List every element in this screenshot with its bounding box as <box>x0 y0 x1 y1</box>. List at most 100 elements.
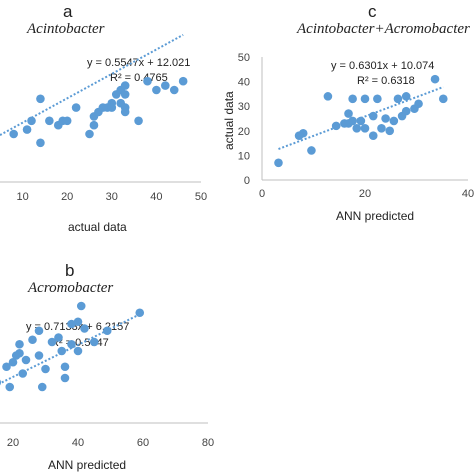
panel-c-point <box>331 121 341 131</box>
panel-b-point <box>73 346 83 356</box>
panel-c-x-tick-label: 0 <box>259 188 265 200</box>
panel-a-point <box>22 125 32 134</box>
panel-b-point <box>60 373 70 383</box>
panel-c-point <box>307 146 316 155</box>
panel-b-point <box>15 339 24 349</box>
panel-c-plot <box>261 57 468 181</box>
panel-a-point <box>161 81 170 90</box>
panel-a-point <box>45 116 54 126</box>
panel-c-title: Acintobacter+Acromobacter <box>297 21 470 37</box>
panel-b-point <box>67 319 76 329</box>
panel-c-y-tick-label: 50 <box>238 52 250 64</box>
panel-a-point <box>36 94 45 104</box>
panel-c-point <box>323 92 333 101</box>
panel-a-point <box>89 120 99 130</box>
panel-c-point <box>368 131 378 141</box>
panel-a-point <box>62 116 72 126</box>
panel-a-point <box>120 90 130 99</box>
panel-b-point <box>34 351 44 360</box>
panel-b-x-tick-label: 20 <box>7 437 19 449</box>
panel-a-x-tick-label: 50 <box>195 191 207 203</box>
panel-c-r2: R² = 0.6318 <box>357 75 415 87</box>
panel-c-point <box>356 116 366 126</box>
panel-b-point <box>57 346 67 356</box>
panel-a-point <box>120 107 130 117</box>
panel-c-y-tick-label: 40 <box>238 77 250 89</box>
panel-a-point <box>27 116 36 126</box>
panel-c-point <box>360 94 370 104</box>
panel-c-point <box>430 74 440 84</box>
panel-c-y-tick-label: 30 <box>238 101 250 113</box>
panel-c-point <box>385 126 395 136</box>
panel-b-point <box>47 337 57 347</box>
panel-a-point <box>71 103 81 112</box>
panel-c-point <box>274 158 283 168</box>
panel-c-y-tick-label: 0 <box>244 175 250 187</box>
panel-c-point <box>438 94 448 104</box>
panel-c-point <box>373 94 382 104</box>
panel-a-letter: a <box>63 2 73 21</box>
panel-c-point <box>298 128 308 138</box>
panel-b-point <box>18 369 28 378</box>
panel-b-point <box>15 348 24 358</box>
panel-c-x-tick-label: 20 <box>359 188 371 200</box>
panel-b-point <box>2 362 11 372</box>
panel-a-xlabel: actual data <box>68 220 127 234</box>
panel-b-x-tick-label: 60 <box>137 437 149 449</box>
panel-c-point <box>348 116 357 126</box>
panel-b-point <box>41 364 50 374</box>
panel-b-point <box>54 333 63 342</box>
panel-a-r2: R² = 0.4765 <box>110 72 168 84</box>
panel-b-point <box>8 357 18 367</box>
panel-a-x-tick-label: 20 <box>61 191 73 203</box>
panel-c-point <box>393 94 403 104</box>
panel-b-title: Acromobacter <box>28 280 114 296</box>
panel-c-equation: y = 0.6301x + 10.074 <box>331 60 435 72</box>
panel-b-point <box>28 335 37 345</box>
panel-a-equation: y = 0.5547x + 12.021 <box>87 57 191 69</box>
panel-c-point <box>401 92 411 101</box>
panel-a-point <box>169 85 179 95</box>
panel-a-point <box>134 116 143 126</box>
panel-b-point <box>73 317 83 327</box>
panel-b-point <box>0 379 2 386</box>
panel-b-point <box>60 362 70 372</box>
panel-a-point <box>36 138 45 148</box>
panel-a-point <box>85 129 94 139</box>
panel-c-point <box>381 114 390 123</box>
panel-c-point <box>377 124 386 133</box>
panel-a-plot <box>0 33 201 183</box>
panel-b-point <box>102 326 112 336</box>
panel-c-point <box>348 94 357 104</box>
panel-b-x-tick-label: 40 <box>72 437 84 449</box>
panel-c-point <box>352 124 362 133</box>
panel-a-title: Acintobacter <box>27 21 105 37</box>
panel-a-point <box>152 85 161 95</box>
panel-a-point <box>9 129 18 139</box>
panel-b-point <box>34 326 44 336</box>
panel-b-xlabel: ANN predicted <box>48 458 127 472</box>
panel-c-x-tick-label: 40 <box>462 188 474 200</box>
panel-c-point <box>368 111 378 121</box>
panel-b-point <box>5 382 15 392</box>
panel-a-x-tick-label: 40 <box>150 191 162 203</box>
panel-a-point <box>120 81 130 90</box>
panel-c-point <box>360 124 370 133</box>
panel-b-point <box>37 382 47 392</box>
panel-b-point <box>80 324 89 333</box>
panel-c-y-tick-label: 20 <box>238 126 250 138</box>
panel-a-point <box>107 103 117 112</box>
panel-c-point <box>344 109 353 118</box>
panel-b-letter: b <box>65 261 75 280</box>
panel-b-x-tick-label: 80 <box>202 437 214 449</box>
panel-b-point <box>67 339 76 349</box>
panel-c-xlabel: ANN predicted <box>336 209 415 223</box>
panel-a-point <box>178 76 188 86</box>
panel-b-point <box>21 355 31 365</box>
panel-a-point <box>143 76 152 86</box>
panel-b-point <box>89 337 99 347</box>
panel-c-point <box>414 99 423 109</box>
panel-a-x-tick-label: 10 <box>16 191 28 203</box>
panel-b-plot <box>0 301 208 424</box>
